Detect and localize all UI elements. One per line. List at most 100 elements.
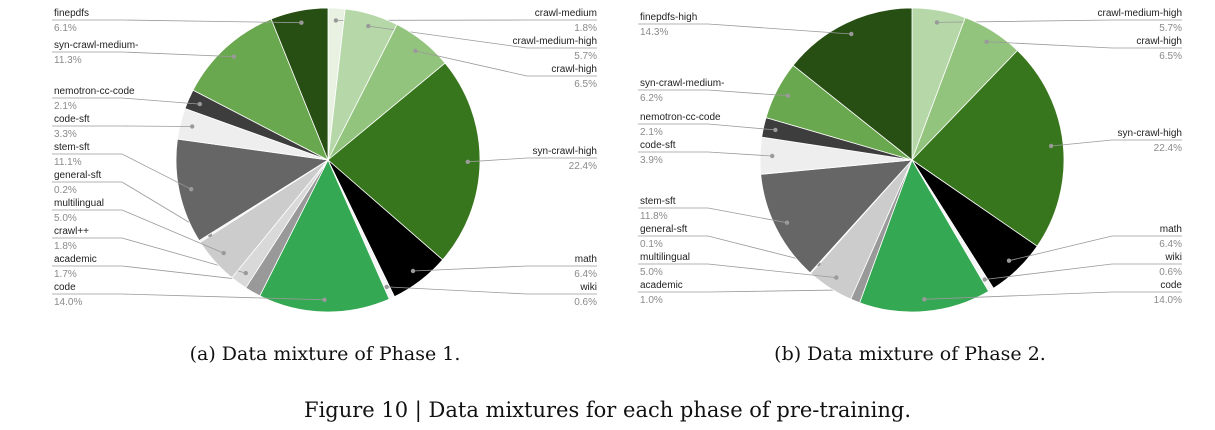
leader-dot-syn-crawl-medium: [231, 54, 237, 59]
leader-line-stem-sft: [638, 207, 788, 224]
pie-chart-phase-2: crawl-medium-high 5.7% crawl-high 6.5% syn-c…: [638, 7, 1182, 313]
slice-pct-syn-crawl-high: 22.4%: [569, 161, 597, 172]
slice-label-finepdfs-high: finepdfs-high: [640, 12, 697, 23]
leader-line-math: [412, 265, 597, 272]
leader-line-code-sft: [52, 125, 193, 127]
leader-line-stem-sft: [52, 153, 192, 190]
leader-line-code-sft: [638, 151, 773, 157]
leader-dot-syn-crawl-high: [465, 159, 470, 164]
leader-line-math: [1008, 235, 1182, 262]
pie-slice-syn-crawl-medium: [192, 18, 329, 161]
slice-pct-crawl-high: 6.5%: [1159, 51, 1182, 62]
slice-pct-academic: 1.7%: [54, 269, 77, 280]
leader-dot-crawl-medium-high: [366, 23, 371, 29]
leader-line-crawl-high: [986, 41, 1182, 49]
slice-label-wiki: wiki: [579, 282, 597, 293]
pie-chart-phase-1: crawl-medium 1.8% crawl-medium-high 5.7% cra…: [52, 7, 597, 313]
slice-label-nemotron-cc-code: nemotron-cc-code: [54, 86, 135, 97]
leader-line-multilingual: [638, 263, 837, 278]
slice-pct-syn-crawl-medium: 6.2%: [640, 93, 663, 104]
slice-pct-crawl-medium-high: 5.7%: [1159, 23, 1182, 34]
slice-label-crawl-high: crawl-high: [1136, 36, 1182, 47]
leader-line-crawl-medium-high: [936, 19, 1182, 23]
leader-dot-syn-crawl-high: [1048, 143, 1054, 149]
leader-dot-crawl-medium: [333, 18, 339, 23]
leader-line-finepdfs-high: [638, 23, 852, 35]
slice-label-crawl-high: crawl-high: [551, 64, 597, 75]
pie-slice-finepdfs: [270, 7, 329, 161]
pie-slice-stem-sft: [175, 138, 330, 242]
slice-pct-code: 14.0%: [1154, 295, 1182, 306]
leader-line-code: [52, 293, 325, 301]
slice-label-crawl-medium-high: crawl-medium-high: [1098, 8, 1182, 19]
slice-label-multilingual: multilingual: [54, 198, 104, 209]
leader-dot-code: [322, 297, 327, 302]
leader-dot-code-sft: [190, 124, 195, 129]
leader-dot-multilingual: [834, 275, 839, 280]
leader-dot-crawl-high: [984, 39, 989, 44]
leader-line-academic: [638, 289, 860, 293]
slice-label-stem-sft: stem-sft: [640, 196, 676, 207]
slice-pct-syn-crawl-medium: 11.3%: [54, 55, 82, 66]
figure-caption: Figure 10 | Data mixtures for each phase…: [304, 398, 911, 422]
slice-pct-finepdfs-high: 14.3%: [640, 27, 668, 38]
slice-pct-math: 6.4%: [1159, 239, 1182, 250]
leader-line-multilingual: [52, 209, 224, 254]
leader-dot-syn-crawl-medium: [785, 93, 790, 98]
slice-pct-stem-sft: 11.1%: [54, 157, 82, 168]
leader-line-syn-crawl-high: [467, 157, 597, 163]
slice-label-math: math: [575, 254, 597, 265]
slice-label-math: math: [1160, 224, 1182, 235]
leader-dot-academic: [857, 287, 862, 292]
slice-label-crawl-medium-high: crawl-medium-high: [513, 36, 597, 47]
leader-line-syn-crawl-high: [1051, 139, 1182, 147]
leader-dot-academic: [256, 279, 261, 284]
slice-pct-code: 14.0%: [54, 297, 82, 308]
slice-label-syn-crawl-medium: syn-crawl-medium-: [640, 78, 724, 89]
leader-dot-math: [410, 268, 416, 274]
slice-pct-crawl-medium: 1.8%: [574, 23, 597, 34]
slice-pct-nemotron-cc-code: 2.1%: [640, 127, 663, 138]
leader-line-nemotron-cc-code: [52, 97, 200, 105]
slice-label-code-sft: code-sft: [640, 140, 676, 151]
caption-phase-1: (a) Data mixture of Phase 1.: [189, 343, 461, 365]
slice-label-finepdfs: finepdfs: [54, 8, 89, 19]
slice-pct-crawl-medium-high: 5.7%: [574, 51, 597, 62]
slice-label-multilingual: multilingual: [640, 252, 690, 263]
leader-dot-crawl-high: [413, 48, 418, 54]
slice-label-stem-sft: stem-sft: [54, 142, 90, 153]
slice-pct-general-sft: 0.2%: [54, 185, 77, 196]
leader-dot-crawl-medium-high: [934, 20, 940, 25]
caption-phase-2: (b) Data mixture of Phase 2.: [774, 343, 1046, 365]
leader-dot-multilingual: [221, 250, 226, 256]
slice-pct-code-sft: 3.9%: [640, 155, 663, 166]
leader-line-academic: [52, 265, 259, 282]
slice-label-general-sft: general-sft: [54, 170, 101, 181]
slice-pct-crawl: 1.8%: [54, 241, 77, 252]
leader-dot-code-sft: [770, 153, 775, 159]
leader-dot-stem-sft: [189, 187, 194, 192]
slice-label-syn-crawl-high: syn-crawl-high: [1118, 128, 1182, 139]
slice-pct-nemotron-cc-code: 2.1%: [54, 101, 77, 112]
leader-line-wiki: [386, 286, 597, 295]
slice-pct-syn-crawl-high: 22.4%: [1154, 143, 1182, 154]
leader-dot-wiki: [982, 277, 987, 282]
slice-label-academic: academic: [640, 280, 683, 291]
slice-pct-stem-sft: 11.8%: [640, 211, 668, 222]
slice-pct-wiki: 0.6%: [574, 297, 597, 308]
leader-line-crawl-high: [415, 50, 597, 77]
leader-dot-stem-sft: [784, 220, 790, 225]
pie-slice-finepdfs-high: [792, 7, 913, 161]
slice-label-nemotron-cc-code: nemotron-cc-code: [640, 112, 721, 123]
leader-dot-math: [1006, 258, 1012, 263]
leader-dot-nemotron-cc-code: [773, 127, 778, 133]
slice-pct-math: 6.4%: [574, 269, 597, 280]
slice-pct-academic: 1.0%: [640, 295, 663, 306]
leader-dot-code: [922, 297, 927, 302]
slice-label-wiki: wiki: [1164, 252, 1182, 263]
slice-label-academic: academic: [54, 254, 97, 265]
slice-label-syn-crawl-high: syn-crawl-high: [533, 146, 597, 157]
leader-line-wiki: [984, 263, 1182, 280]
slice-pct-multilingual: 5.0%: [54, 213, 77, 224]
slice-label-code: code: [1160, 280, 1182, 291]
